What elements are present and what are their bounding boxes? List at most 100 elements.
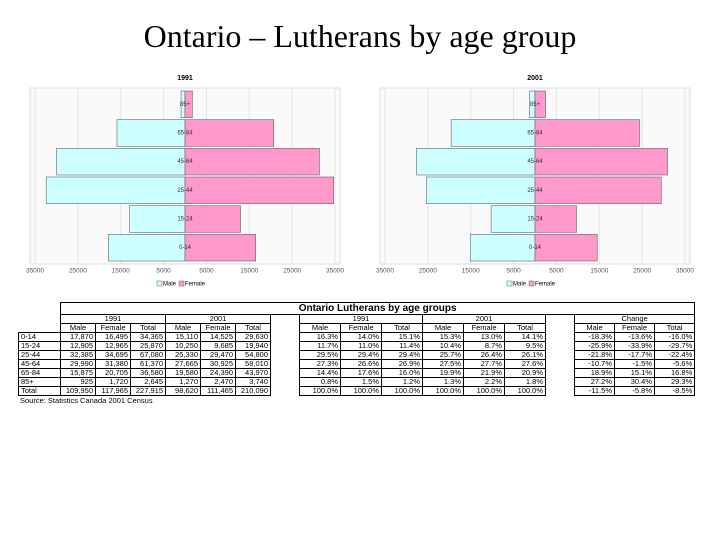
- table-cell: 1.2%: [381, 377, 423, 387]
- bar: [184, 205, 241, 233]
- table-cell: [545, 359, 575, 369]
- table-cell: -8.5%: [653, 386, 696, 396]
- table-cell: 26.9%: [381, 359, 423, 369]
- table-cell: 2001: [165, 314, 271, 324]
- x-tick-label: 15000: [462, 268, 480, 275]
- table-cell: 27.6%: [504, 359, 546, 369]
- table-row: 15-24 12,905 12,965 25,870 10,250 9,685 19,940…: [18, 341, 696, 351]
- legend-swatch: [178, 280, 185, 287]
- bar: [534, 148, 668, 176]
- table-cell: -17.7%: [614, 350, 655, 360]
- table-cell: 34,365: [130, 332, 166, 342]
- table-cell: 14,525: [200, 332, 236, 342]
- bar: [45, 176, 186, 204]
- table-cell: [270, 377, 300, 387]
- table-cell: 29,630: [235, 332, 271, 342]
- table-cell: 1991: [299, 314, 423, 324]
- table-cell: 1,270: [165, 377, 201, 387]
- table-cell: 13.0%: [463, 332, 505, 342]
- chart-title: 2001: [527, 75, 543, 82]
- table-cell: -1.5%: [614, 359, 655, 369]
- bar: [184, 119, 275, 147]
- bar: [184, 234, 256, 262]
- table-cell: 2,470: [200, 377, 236, 387]
- table-cell: [19, 324, 61, 333]
- table-cell: 54,800: [235, 350, 271, 360]
- table-row: Male Female Total Male Female Total Male Female…: [19, 323, 696, 333]
- table-cell: 15.1%: [614, 368, 655, 378]
- table-cell: 26.1%: [504, 350, 546, 360]
- table-cell: -21.8%: [574, 350, 615, 360]
- table-cell: [270, 323, 300, 333]
- table-row: 85+ 925 1,720 2,645 1,270 2,470 3,740 0.8% 1.5% 1…: [18, 377, 696, 387]
- table-cell: 0-14: [18, 332, 61, 342]
- bar: [184, 148, 320, 176]
- table-cell: 29,470: [200, 350, 236, 360]
- x-tick-label: 5000: [199, 268, 214, 275]
- legend-label: Female: [535, 282, 556, 288]
- table-cell: 25-44: [18, 350, 61, 360]
- table-cell: 100.0%: [299, 386, 341, 396]
- table-cell: 3,740: [235, 377, 271, 387]
- x-tick-label: 15000: [240, 268, 258, 275]
- table-cell: 12,905: [60, 341, 96, 351]
- x-tick-label: 35000: [676, 268, 694, 275]
- bar: [534, 90, 546, 118]
- table-row: Total 109,950 117,965 227,915 98,620 111,465 2…: [18, 386, 696, 396]
- legend-label: Male: [513, 282, 527, 288]
- table-cell: 19,940: [235, 341, 271, 351]
- table-cell: Total: [381, 323, 423, 333]
- table-cell: [19, 303, 61, 315]
- legend-swatch: [528, 280, 535, 287]
- legend-swatch: [156, 280, 163, 287]
- category-label: 25-44: [177, 188, 193, 194]
- table-cell: 29,990: [60, 359, 96, 369]
- x-tick-label: 5000: [549, 268, 564, 275]
- table-cell: 17.6%: [340, 368, 382, 378]
- category-label: 85+: [180, 102, 191, 108]
- table-cell: 29.5%: [299, 350, 341, 360]
- table-cell: 20,705: [95, 368, 131, 378]
- bar: [450, 119, 536, 147]
- table-cell: 8.7%: [463, 341, 505, 351]
- legend-label: Male: [163, 282, 177, 288]
- table-cell: [270, 341, 300, 351]
- table-cell: 15,875: [60, 368, 96, 378]
- table-cell: 27.3%: [299, 359, 341, 369]
- table-cell: 15.3%: [422, 332, 464, 342]
- table-cell: [270, 368, 300, 378]
- legend-swatch: [506, 280, 513, 287]
- table-cell: 27.2%: [574, 377, 615, 387]
- x-tick-label: 35000: [26, 268, 44, 275]
- table-cell: 30,925: [200, 359, 236, 369]
- x-tick-label: 35000: [376, 268, 394, 275]
- table-cell: 26.6%: [340, 359, 382, 369]
- table-cell: 24,390: [200, 368, 236, 378]
- x-tick-label: 25000: [419, 268, 437, 275]
- table-row: 0-14 17,870 16,495 34,365 15,110 14,525 29,630…: [18, 332, 696, 342]
- table-cell: 27,665: [165, 359, 201, 369]
- x-tick-label: 5000: [156, 268, 171, 275]
- table-cell: 10.4%: [422, 341, 464, 351]
- table-cell: 100.0%: [463, 386, 505, 396]
- table-cell: 100.0%: [340, 386, 382, 396]
- table-cell: 14.1%: [504, 332, 546, 342]
- table-cell: -18.3%: [574, 332, 615, 342]
- table-row: Ontario Lutherans by age groups: [19, 302, 696, 315]
- table-cell: 27.7%: [463, 359, 505, 369]
- bar: [469, 234, 536, 262]
- table-cell: 11.4%: [381, 341, 423, 351]
- category-label: 45-64: [177, 159, 193, 165]
- table-cell: 9.5%: [504, 341, 546, 351]
- table-cell: Ontario Lutherans by age groups: [59, 302, 696, 315]
- x-tick-label: 25000: [69, 268, 87, 275]
- table-cell: Male: [165, 323, 201, 333]
- table-cell: Male: [422, 323, 464, 333]
- data-table: Ontario Lutherans by age groups 1991 2001 1…: [18, 302, 696, 396]
- table-cell: 2.2%: [463, 377, 505, 387]
- x-tick-label: 25000: [633, 268, 651, 275]
- table-cell: 925: [60, 377, 96, 387]
- table-cell: -33.9%: [614, 341, 655, 351]
- table-cell: 19,580: [165, 368, 201, 378]
